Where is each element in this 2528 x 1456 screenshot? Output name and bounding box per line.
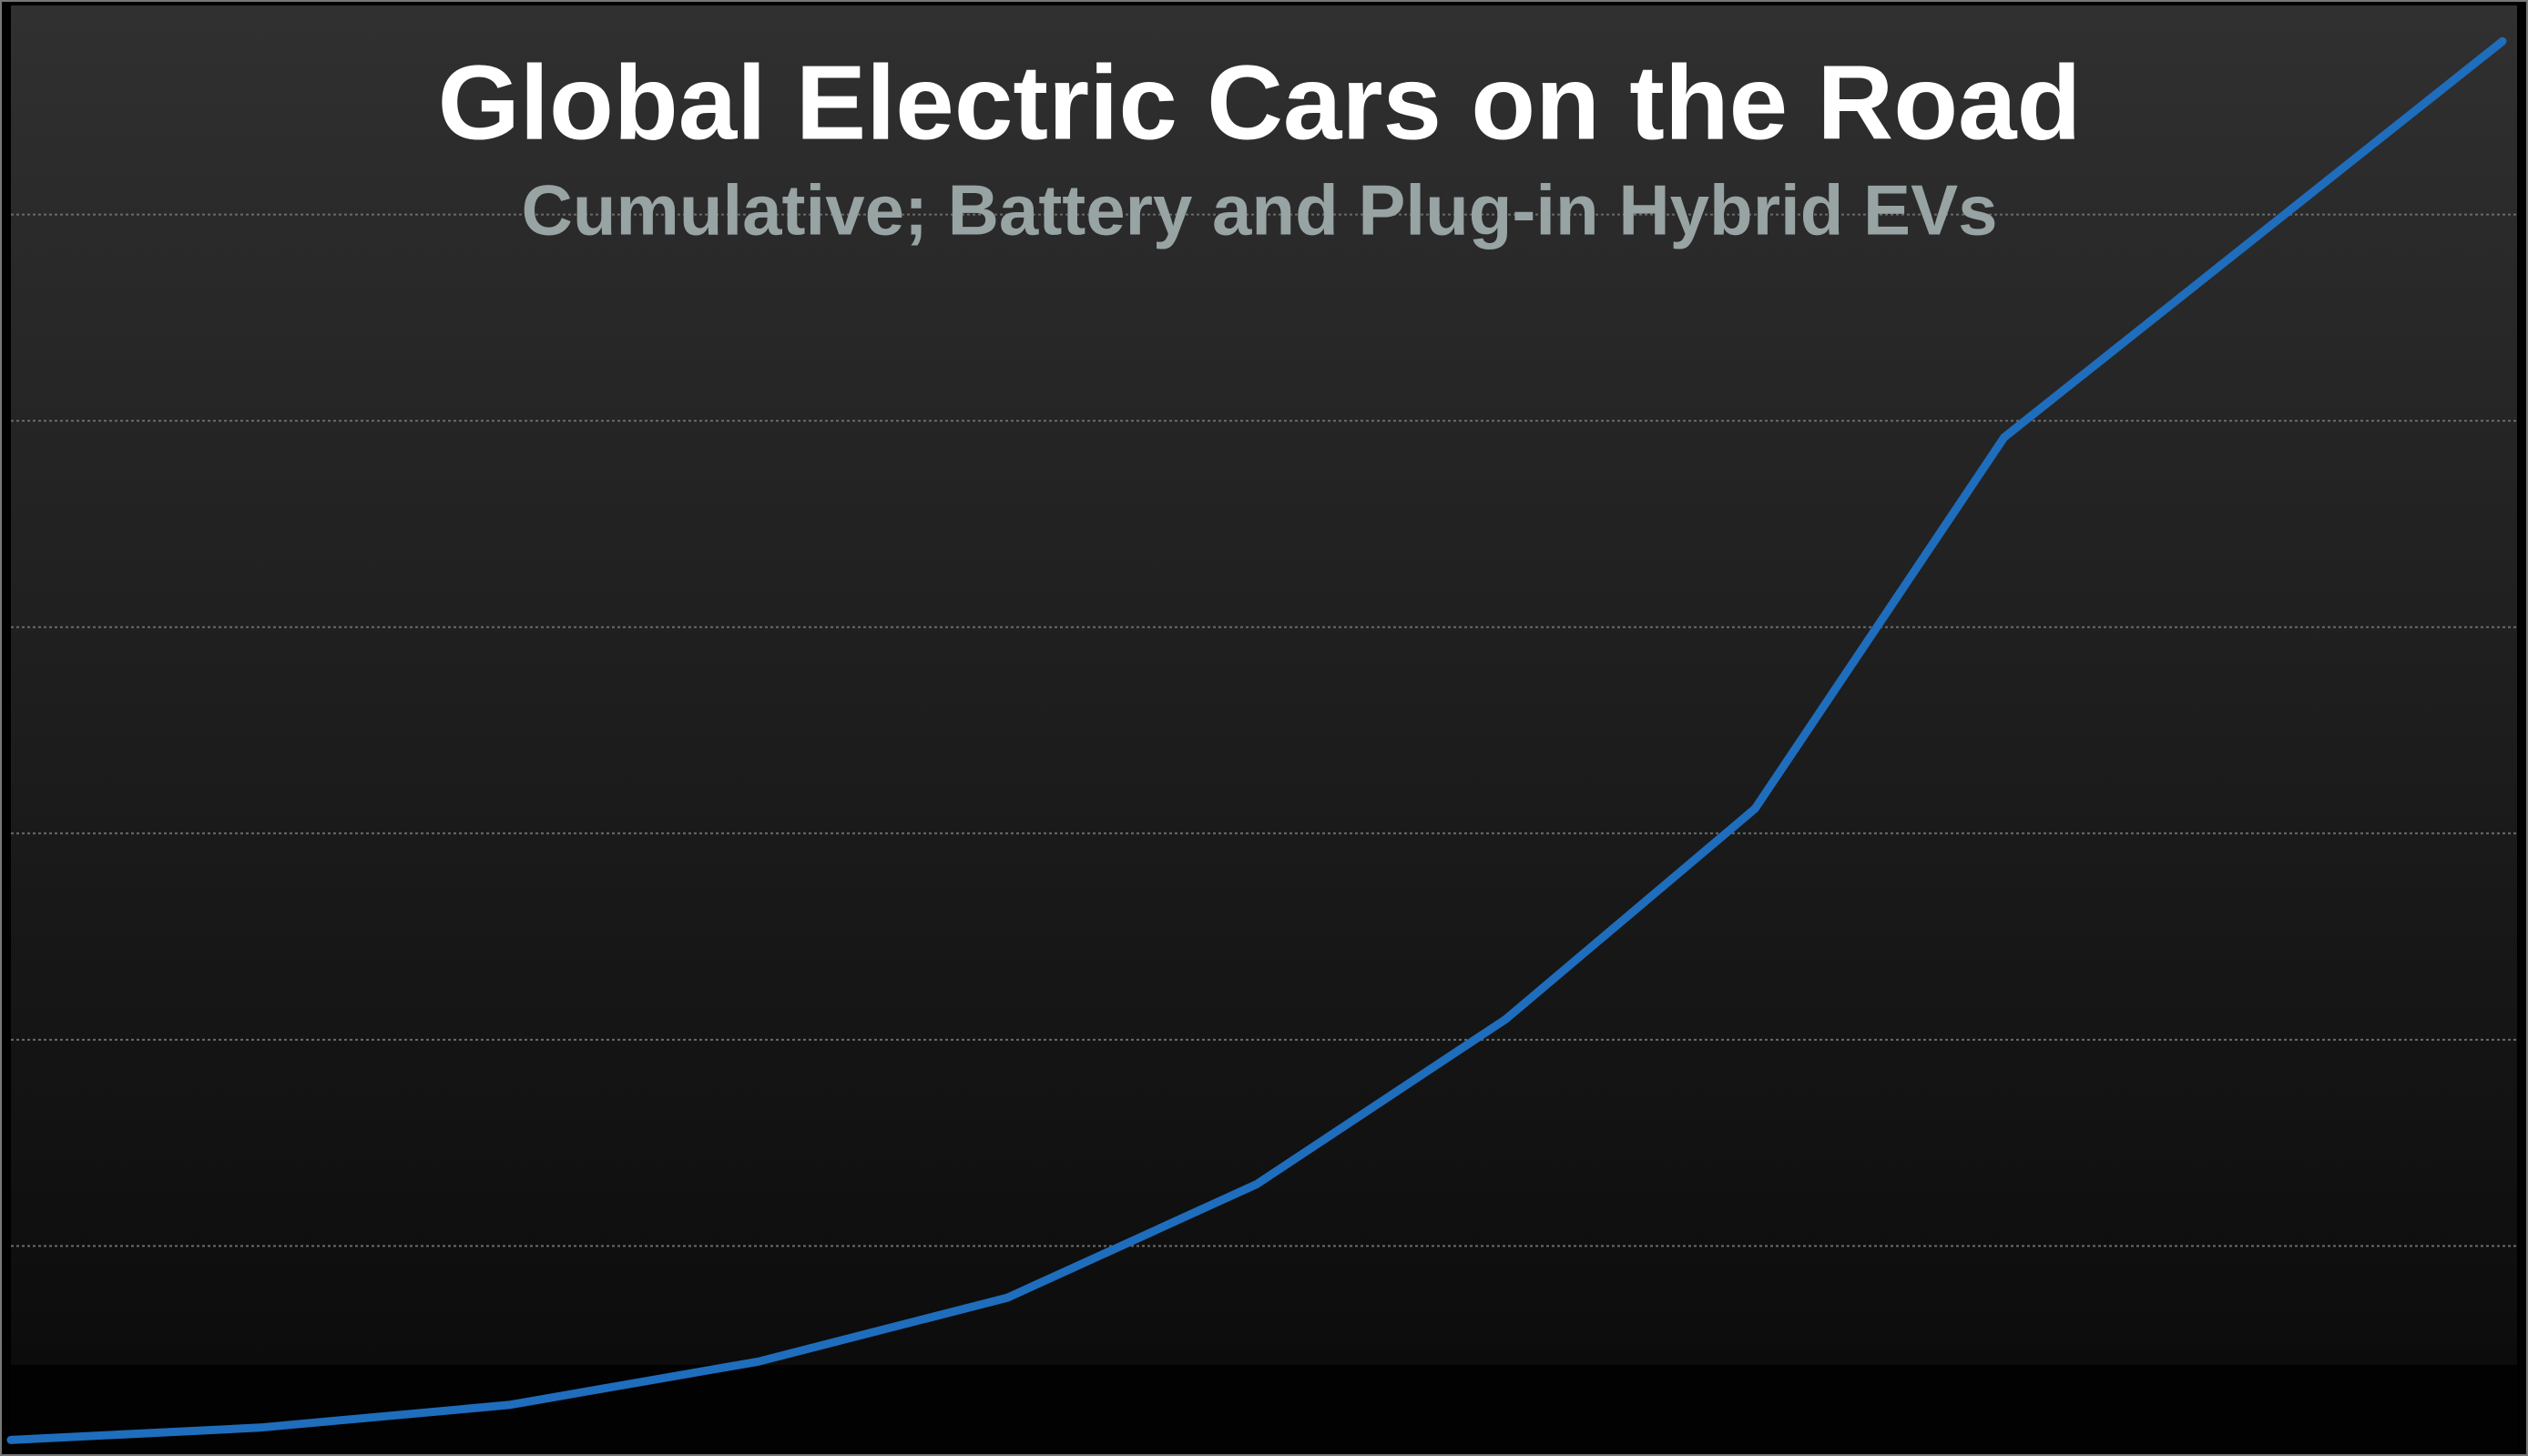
bottom-band bbox=[11, 1365, 2517, 1451]
chart-title: Global Electric Cars on the Road bbox=[438, 44, 2082, 162]
chart-subtitle: Cumulative; Battery and Plug-in Hybrid E… bbox=[522, 170, 1998, 250]
plot-background bbox=[11, 5, 2517, 1365]
grid bbox=[11, 213, 2517, 1247]
marks bbox=[6, 36, 2507, 1444]
data-line bbox=[6, 36, 2507, 1444]
